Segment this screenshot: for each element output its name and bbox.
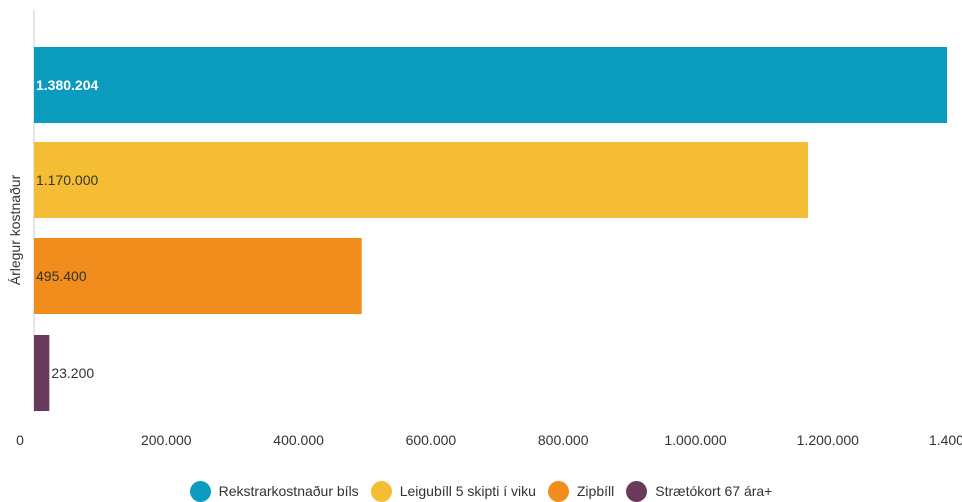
x-tick-label: 0 <box>16 432 24 448</box>
x-tick-label: 1.000.000 <box>664 432 726 448</box>
legend-swatch <box>189 480 211 502</box>
x-tick-label: 1.200.000 <box>797 432 859 448</box>
bars-group: 1.380.204 1.170.000 495.400 23.200 <box>34 47 947 411</box>
bar-value-label-1: 1.380.204 <box>36 77 98 93</box>
legend-label: Rekstrarkostnaður bíls <box>218 483 359 499</box>
y-axis-title: Árlegur kostnaður <box>7 174 23 285</box>
bar-3 <box>34 238 362 314</box>
legend-item-3[interactable]: Zipbíll <box>547 480 615 502</box>
bar-2 <box>34 142 808 218</box>
legend-label: Leigubíll 5 skipti í viku <box>399 483 536 499</box>
x-tick-label: 800.000 <box>538 432 589 448</box>
legend-swatch <box>547 480 569 502</box>
legend-item-4[interactable]: Strætókort 67 ára+ <box>626 480 773 502</box>
legend: Rekstrarkostnaður bíls Leigubíll 5 skipti… <box>0 480 962 502</box>
bar-value-label-3: 495.400 <box>36 268 87 284</box>
bar-1 <box>34 47 947 123</box>
legend-label: Zipbíll <box>576 483 615 499</box>
bar-4 <box>34 335 50 411</box>
bar-value-label-2: 1.170.000 <box>36 172 98 188</box>
legend-item-2[interactable]: Leigubíll 5 skipti í viku <box>370 480 536 502</box>
bar-chart: Árlegur kostnaður 1.380.204 1.170.000 495.… <box>7 10 962 448</box>
x-tick-label: 1.400.000 <box>929 432 962 448</box>
legend-item-1[interactable]: Rekstrarkostnaður bíls <box>189 480 359 502</box>
x-tick-label: 400.000 <box>273 432 324 448</box>
x-tick-label: 200.000 <box>141 432 192 448</box>
legend-swatch <box>626 480 648 502</box>
x-tick-label: 600.000 <box>406 432 457 448</box>
legend-swatch <box>370 480 392 502</box>
x-tick-labels: 0 200.000 400.000 600.000 800.000 1.000.000 1.… <box>16 432 962 448</box>
bar-value-label-4: 23.200 <box>51 365 94 381</box>
legend-label: Strætókort 67 ára+ <box>655 483 773 499</box>
